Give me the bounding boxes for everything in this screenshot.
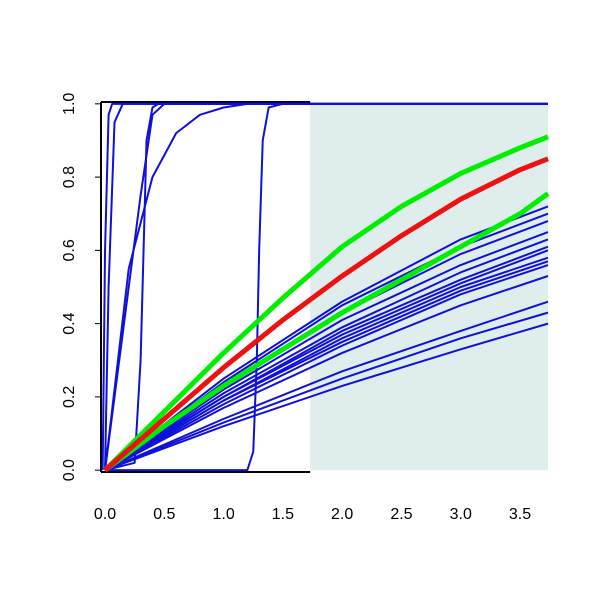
series-line: [104, 322, 549, 472]
x-tick-label: 3.0: [450, 506, 472, 523]
y-tick-label: 1.0: [61, 93, 78, 115]
x-tick-label: 0.0: [94, 506, 116, 523]
series-line: [104, 238, 549, 472]
x-tick-label: 1.5: [272, 506, 294, 523]
series-line: [104, 311, 549, 472]
series-line: [105, 102, 548, 472]
series-line: [103, 191, 550, 473]
x-tick-label: 2.0: [331, 506, 353, 523]
series-line: [104, 231, 549, 471]
series-line: [104, 264, 549, 472]
y-tick-label: 0.8: [61, 166, 78, 188]
series-line: [103, 134, 549, 472]
series-line: [104, 260, 549, 472]
y-tick-label: 0.2: [61, 386, 78, 408]
y-tick-label: 0.6: [61, 239, 78, 261]
x-tick-label: 1.0: [212, 506, 234, 523]
series-line: [104, 102, 548, 471]
series-line: [103, 156, 549, 473]
series-line: [104, 249, 549, 472]
series-line: [104, 102, 548, 472]
x-tick-label: 0.5: [153, 506, 175, 523]
series-line: [104, 300, 549, 472]
series-line: [104, 275, 549, 472]
x-tick-label: 3.5: [509, 506, 531, 523]
y-tick-label: 0.0: [61, 459, 78, 481]
y-tick-label: 0.4: [61, 312, 78, 334]
x-tick-label: 2.5: [390, 506, 412, 523]
